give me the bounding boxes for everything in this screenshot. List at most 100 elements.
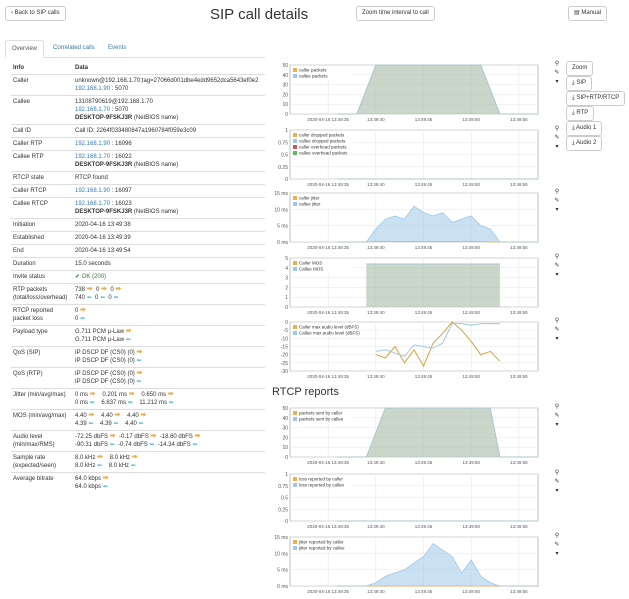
row-label: RTCP state bbox=[11, 171, 73, 185]
value-text: IP DSCP DF (CS0) (0) bbox=[75, 379, 137, 385]
sip-download-button[interactable]: ⤓ SIP bbox=[566, 76, 592, 91]
arrow-left-icon: ⬅ bbox=[86, 295, 92, 301]
ip-link[interactable]: 192.168.1.70 bbox=[75, 201, 111, 207]
row-value: 8.0 kHz ⮕ 8.0 kHz ⮕ 8.0 kHz ⬅ 8.0 kHz ⬅ bbox=[73, 451, 265, 473]
search-icon[interactable]: ⚲ bbox=[554, 254, 560, 260]
legend-entry: loss reported by callee bbox=[299, 483, 345, 488]
table-row: MOS (min/avg/max) 4.40 ⮕ 4.40 ⮕ 4.40 ⮕ 4.3… bbox=[11, 409, 265, 431]
pencil-icon[interactable]: ✎ bbox=[554, 198, 560, 204]
ip-link[interactable]: 192.168.1.70 bbox=[75, 107, 111, 113]
search-icon[interactable]: ⚲ bbox=[554, 189, 560, 195]
caret-down-icon[interactable]: ▾ bbox=[555, 422, 559, 428]
x-tick-label: 13:49:40 bbox=[367, 245, 385, 250]
y-tick-label: 0.25 bbox=[278, 507, 288, 513]
row-label-line: Caller bbox=[13, 78, 29, 84]
row-label: Average bitrate bbox=[11, 472, 73, 493]
value-text: -90.31 dbFS bbox=[75, 442, 110, 448]
caret-down-icon[interactable]: ▾ bbox=[555, 551, 559, 557]
row-value-line: IP DSCP DF (CS0) (0) ⬅ bbox=[75, 378, 263, 386]
tab-overview[interactable]: Overview bbox=[5, 40, 45, 58]
zoom-button[interactable]: Zoom bbox=[566, 61, 594, 76]
ip-link[interactable]: 192.168.1.90 bbox=[75, 188, 111, 194]
back-to-sip-calls-button[interactable]: ‹ Back to SIP calls bbox=[5, 6, 66, 21]
ip-link[interactable]: 192.168.1.90 bbox=[75, 86, 111, 92]
rtcp-reports-heading: RTCP reports bbox=[272, 386, 339, 398]
legend-entry: Caller MOS bbox=[299, 261, 322, 266]
value-text: : 16023 bbox=[110, 201, 132, 207]
zoom-interval-button[interactable]: Zoom time interval to call bbox=[356, 6, 435, 21]
value-text: 8.0 kHz bbox=[102, 463, 131, 469]
chart-tools: ⚲ ✎ ▾ bbox=[551, 469, 563, 496]
search-icon[interactable]: ⚲ bbox=[554, 404, 560, 410]
row-label-line: Initiation bbox=[13, 222, 36, 228]
arrow-left-icon: ⬅ bbox=[97, 463, 103, 469]
x-tick-label: 13:49:40 bbox=[367, 182, 385, 187]
row-value-line: -72.25 dbFS ⮕ -0.17 dbFS ⮕ -18.60 dbFS ⮕ bbox=[75, 433, 263, 441]
search-icon[interactable]: ⚲ bbox=[554, 126, 560, 132]
ip-link[interactable]: 192.168.1.70 bbox=[75, 154, 111, 160]
pencil-icon[interactable]: ✎ bbox=[554, 542, 560, 548]
y-tick-label: 1 bbox=[285, 128, 288, 134]
manual-button[interactable]: ▤ Manual bbox=[568, 6, 608, 21]
y-tick-label: 0 bbox=[285, 320, 288, 326]
row-value-line: 0 ⬅ bbox=[75, 315, 263, 323]
x-tick-label: 13:49:55 bbox=[510, 117, 528, 122]
caret-down-icon[interactable]: ▾ bbox=[555, 207, 559, 213]
caret-down-icon[interactable]: ▾ bbox=[555, 488, 559, 494]
search-icon[interactable]: ⚲ bbox=[554, 533, 560, 539]
y-tick-label: 1 bbox=[285, 472, 288, 478]
pencil-icon[interactable]: ✎ bbox=[554, 479, 560, 485]
audio-2-download-button[interactable]: ⤓ Audio 2 bbox=[566, 136, 603, 151]
row-value: ✔ OK (200) bbox=[73, 270, 265, 284]
value-text: 2020-04-16 13:49:38 bbox=[75, 222, 131, 228]
tab-correlated-calls[interactable]: Correlated calls bbox=[53, 45, 95, 51]
x-tick-label: 13:49:45 bbox=[415, 524, 433, 529]
ip-link[interactable]: 192.168.1.90 bbox=[75, 141, 111, 147]
caret-down-icon[interactable]: ▾ bbox=[555, 79, 559, 85]
tab-events[interactable]: Events bbox=[108, 45, 127, 51]
sip-rtp-rtcp-download-button[interactable]: ⤓ SIP+RTP/RTCP bbox=[566, 91, 626, 106]
y-tick-label: 40 bbox=[282, 416, 288, 422]
legend-bg bbox=[291, 131, 353, 157]
y-tick-label: 40 bbox=[282, 73, 288, 79]
search-icon[interactable]: ⚲ bbox=[554, 61, 560, 67]
row-value-line: 192.168.1.70 : 5070 bbox=[75, 106, 263, 114]
call-info-table: Info Data Caller unknown@192.168.1.70;tag… bbox=[11, 63, 265, 493]
pencil-icon[interactable]: ✎ bbox=[554, 135, 560, 141]
y-tick-label: 3 bbox=[285, 276, 288, 282]
rtp-download-button[interactable]: ⤓ RTP bbox=[566, 106, 595, 121]
row-label: Payload type bbox=[11, 325, 73, 347]
pencil-icon[interactable]: ✎ bbox=[554, 70, 560, 76]
x-tick-label: 2020-04-16 13:49:35 bbox=[307, 117, 349, 122]
legend-entry: Callee MOS bbox=[299, 267, 323, 272]
search-icon[interactable]: ⚲ bbox=[554, 318, 560, 324]
pencil-icon[interactable]: ✎ bbox=[554, 327, 560, 333]
legend-swatch bbox=[293, 417, 297, 421]
pencil-icon[interactable]: ✎ bbox=[554, 263, 560, 269]
value-text: 738 bbox=[75, 287, 87, 293]
arrow-left-icon: ⬅ bbox=[138, 421, 144, 427]
y-tick-label: 0 bbox=[285, 305, 288, 311]
caret-down-icon[interactable]: ▾ bbox=[555, 272, 559, 278]
audio-1-download-button[interactable]: ⤓ Audio 1 bbox=[566, 121, 603, 136]
caret-down-icon[interactable]: ▾ bbox=[555, 144, 559, 150]
chart-0: 0 10 20 30 40 50 2020-04-16 13:49:35 13:49:40 13… bbox=[272, 61, 542, 123]
pencil-icon[interactable]: ✎ bbox=[554, 413, 560, 419]
caret-down-icon[interactable]: ▾ bbox=[555, 336, 559, 342]
row-value-line: DESKTOP-9FSKJ3R (NetBIOS name) bbox=[75, 114, 263, 122]
row-value-line: IP DSCP DF (CS0) (0) ⬅ bbox=[75, 357, 263, 365]
legend-entry: callee jitter bbox=[299, 202, 321, 207]
value-text: 15.0 seconds bbox=[75, 261, 111, 267]
value-text: -14.34 dbFS bbox=[154, 442, 193, 448]
row-value-line: 0 ms ⮕ 0.201 ms ⮕ 0.650 ms ⮕ bbox=[75, 391, 263, 399]
arrow-right-icon: ⮕ bbox=[140, 413, 147, 419]
series-line bbox=[337, 64, 538, 115]
legend-entry: packets sent by callee bbox=[299, 417, 344, 422]
table-row: Invite status ✔ OK (200) bbox=[11, 270, 265, 284]
arrow-right-icon: ⮕ bbox=[97, 455, 104, 461]
table-row: RTCP state RTCP found bbox=[11, 171, 265, 185]
row-value-line: IP DSCP DF (CS0) (0) ⮕ bbox=[75, 349, 263, 357]
search-icon[interactable]: ⚲ bbox=[554, 470, 560, 476]
chart-svg: 0 1 2 3 4 5 2020-04-16 13:49:35 13:49:40 13:49:4… bbox=[285, 256, 539, 315]
